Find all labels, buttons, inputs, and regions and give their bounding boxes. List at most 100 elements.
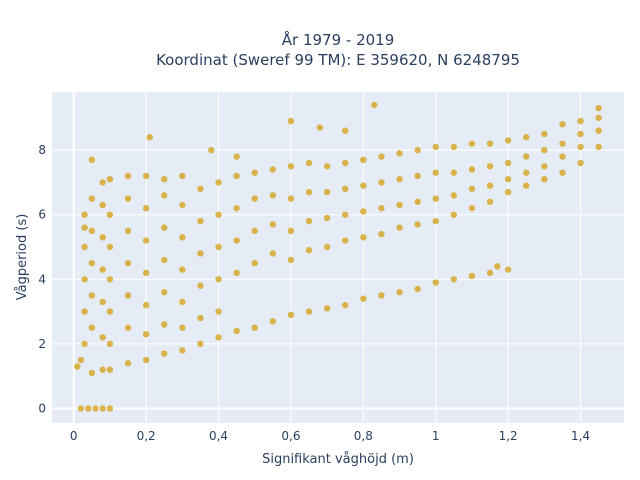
data-point bbox=[99, 405, 106, 412]
data-point bbox=[342, 159, 349, 167]
data-point bbox=[287, 117, 295, 125]
data-point bbox=[287, 163, 295, 170]
data-point bbox=[396, 289, 403, 296]
data-point bbox=[161, 321, 168, 328]
data-point bbox=[342, 211, 349, 218]
data-point bbox=[305, 188, 313, 196]
data-point bbox=[81, 224, 88, 231]
data-point bbox=[360, 295, 367, 302]
data-point bbox=[251, 259, 258, 267]
data-point bbox=[88, 324, 96, 331]
data-point bbox=[161, 256, 168, 264]
data-point bbox=[287, 311, 295, 319]
data-point bbox=[215, 334, 222, 341]
data-point bbox=[342, 127, 349, 134]
data-point bbox=[215, 243, 222, 251]
data-point bbox=[269, 221, 277, 228]
data-point bbox=[81, 340, 88, 348]
data-point bbox=[142, 356, 150, 364]
data-point bbox=[81, 243, 88, 251]
x-tick-label: 0,4 bbox=[209, 429, 228, 443]
data-point bbox=[595, 143, 602, 151]
data-point bbox=[378, 153, 385, 160]
data-point bbox=[88, 369, 96, 377]
data-point bbox=[74, 363, 81, 370]
data-point bbox=[450, 143, 458, 151]
data-point bbox=[494, 263, 501, 270]
data-point bbox=[541, 146, 548, 154]
data-point bbox=[81, 211, 88, 218]
data-point bbox=[450, 276, 458, 283]
data-point bbox=[523, 153, 530, 160]
data-point bbox=[305, 308, 313, 315]
data-point bbox=[595, 104, 602, 112]
data-point bbox=[595, 114, 602, 122]
data-point bbox=[360, 156, 367, 164]
data-point bbox=[323, 243, 331, 251]
data-point bbox=[432, 217, 439, 225]
data-point bbox=[215, 308, 222, 315]
data-point bbox=[88, 156, 96, 164]
data-point bbox=[378, 230, 385, 238]
data-point bbox=[577, 143, 584, 151]
data-point bbox=[450, 192, 458, 199]
data-point bbox=[124, 259, 132, 267]
data-point bbox=[414, 285, 421, 293]
data-point bbox=[233, 153, 240, 160]
data-point bbox=[197, 185, 204, 193]
data-point bbox=[124, 324, 132, 331]
data-point bbox=[468, 166, 476, 173]
data-point bbox=[124, 172, 132, 180]
data-point bbox=[88, 195, 96, 202]
data-point bbox=[504, 159, 512, 167]
data-point bbox=[523, 182, 530, 189]
data-point bbox=[541, 130, 548, 138]
chart-title-line-1: År 1979 - 2019 bbox=[282, 30, 395, 49]
x-tick-label: 0,2 bbox=[137, 429, 156, 443]
data-point bbox=[106, 211, 114, 218]
data-point bbox=[161, 289, 168, 296]
chart-title-line-2: Koordinat (Sweref 99 TM): E 359620, N 62… bbox=[156, 51, 520, 69]
data-point bbox=[233, 205, 240, 212]
x-axis-title: Signifikant våghöjd (m) bbox=[262, 452, 414, 467]
data-point bbox=[577, 130, 584, 138]
data-point bbox=[396, 150, 403, 157]
data-point bbox=[142, 330, 150, 338]
data-point bbox=[233, 269, 240, 277]
data-point bbox=[432, 169, 439, 176]
data-point bbox=[342, 185, 349, 193]
data-point bbox=[316, 124, 324, 131]
data-points bbox=[74, 101, 602, 412]
data-point bbox=[342, 301, 349, 309]
data-point bbox=[197, 250, 204, 257]
data-point bbox=[251, 169, 258, 176]
data-point bbox=[161, 350, 168, 357]
data-point bbox=[468, 205, 476, 212]
data-point bbox=[504, 188, 512, 196]
data-point bbox=[99, 366, 106, 373]
data-point bbox=[179, 201, 186, 209]
data-point bbox=[486, 182, 494, 189]
data-point bbox=[179, 266, 186, 273]
data-point bbox=[414, 172, 421, 180]
data-point bbox=[450, 169, 458, 176]
data-point bbox=[577, 117, 584, 125]
data-point bbox=[323, 163, 331, 170]
data-point bbox=[233, 327, 240, 335]
data-point bbox=[124, 360, 132, 367]
data-point bbox=[85, 405, 92, 412]
x-tick-label: 1 bbox=[432, 429, 440, 443]
data-point bbox=[142, 301, 150, 309]
data-point bbox=[77, 405, 85, 412]
y-tick-label: 2 bbox=[38, 337, 46, 351]
data-point bbox=[541, 175, 548, 183]
data-point bbox=[88, 292, 96, 299]
data-point bbox=[577, 159, 584, 167]
data-point bbox=[99, 234, 106, 241]
data-point bbox=[142, 237, 150, 244]
data-point bbox=[179, 298, 186, 306]
data-point bbox=[504, 266, 512, 273]
data-point bbox=[360, 234, 367, 241]
data-point bbox=[142, 172, 150, 180]
y-axis-title: Vågperiod (s) bbox=[15, 214, 30, 301]
